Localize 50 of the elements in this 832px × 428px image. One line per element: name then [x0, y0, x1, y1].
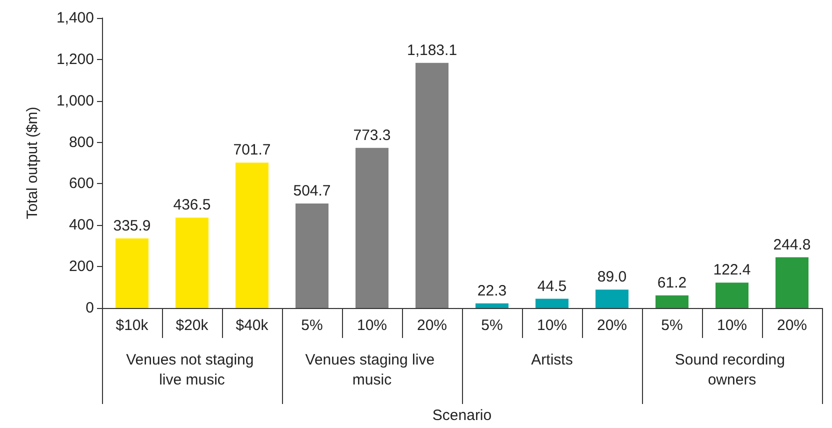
data-label: 122.4	[713, 262, 751, 279]
data-label: 44.5	[537, 278, 567, 295]
y-tick-label: 800	[68, 134, 94, 151]
bar	[536, 298, 568, 308]
y-tick-label: 1,000	[56, 92, 94, 110]
x-tick-label: $10k	[116, 317, 149, 334]
data-label: 436.5	[173, 196, 211, 214]
data-label: 773.3	[353, 126, 391, 144]
data-label: 701.7	[233, 142, 271, 159]
x-tick-label: 5%	[661, 317, 683, 334]
bar	[476, 303, 508, 308]
data-label: 244.8	[773, 236, 811, 254]
bar	[596, 290, 628, 308]
data-label: 61.2	[657, 274, 687, 292]
text: Artists	[531, 352, 573, 368]
x-tick-label: 5%	[481, 317, 503, 334]
text: Sound recording owners	[674, 352, 790, 388]
data-label: 504.7	[293, 182, 331, 200]
y-tick-label: 200	[68, 258, 94, 276]
x-tick-label: 20%	[596, 317, 628, 334]
text: Venues staging live music	[305, 352, 439, 388]
y-axis-title: Total output ($m)	[24, 106, 41, 220]
x-tick-label: 5%	[301, 317, 323, 334]
bar	[656, 295, 688, 308]
x-tick-label: $40k	[236, 317, 269, 334]
bar	[296, 203, 328, 308]
data-label: 89.0	[597, 268, 627, 286]
x-tick-label: $20k	[176, 317, 209, 334]
y-tick-label: 600	[68, 175, 94, 192]
text: Venues not staging live music	[126, 352, 258, 388]
bar	[356, 148, 388, 308]
x-tick-label: 10%	[536, 317, 568, 334]
bar	[776, 257, 808, 308]
y-tick-label: 1,400	[56, 10, 94, 26]
x-tick-label: 10%	[716, 317, 748, 334]
data-label: 1,183.1	[406, 42, 458, 59]
bar	[116, 238, 148, 308]
y-tick-label: 1,200	[56, 50, 94, 68]
bar	[416, 62, 448, 308]
bar	[176, 218, 208, 308]
y-tick-label: 400	[68, 216, 94, 234]
x-axis-title: Scenario	[432, 407, 492, 424]
y-tick-label: 0	[86, 300, 94, 316]
data-label: 22.3	[477, 282, 507, 300]
bar	[236, 162, 268, 308]
x-tick-label: 20%	[416, 317, 448, 334]
x-tick-label: 10%	[356, 317, 388, 334]
data-label: 335.9	[113, 217, 151, 234]
x-tick-label: 20%	[776, 317, 808, 334]
bar	[716, 282, 748, 308]
